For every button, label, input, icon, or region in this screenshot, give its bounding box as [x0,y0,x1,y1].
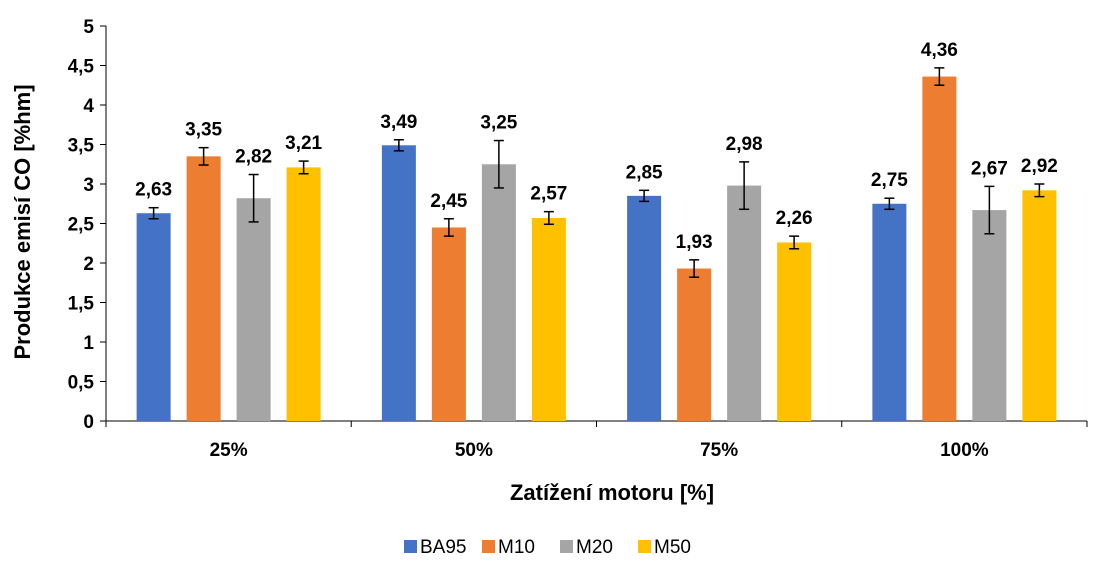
data-label: 2,26 [776,208,813,229]
y-tick-label: 4,5 [68,57,95,78]
data-label: 2,92 [1021,156,1058,177]
x-tick-label: 75% [700,440,738,461]
legend-swatch-ba95 [404,540,417,553]
y-tick-label: 5 [83,17,94,38]
y-tick-label: 2 [83,254,94,275]
y-tick-label: 2,5 [68,215,95,236]
bar-m50 [1022,190,1057,421]
data-label: 2,63 [135,180,172,201]
y-tick-label: 0 [83,412,94,433]
y-tick-label: 3,5 [68,136,95,157]
legend-label-m20: M20 [576,537,613,558]
data-label: 1,93 [676,232,713,253]
legend-swatch-m20 [560,540,573,553]
data-label: 2,98 [726,134,763,155]
y-tick-label: 3 [83,175,94,196]
y-tick-label: 0,5 [68,373,95,394]
data-label: 2,75 [871,170,908,191]
y-tick-label: 1,5 [68,294,95,315]
bar-ba95 [136,213,171,421]
bar-m10 [677,268,712,421]
data-label: 2,45 [430,191,467,212]
axes: 0 0,5 1 1,5 2 2,5 3 3,5 4 4,5 5 25% 50% 75% 100% [68,17,1088,461]
data-label: 3,25 [480,113,517,134]
bar-ba95 [627,195,662,421]
y-axis-title: Produkce emisí CO [%hm] [10,84,35,359]
x-tick-label: 100% [940,440,989,461]
data-label: 4,36 [921,40,958,61]
bar-m10 [186,156,221,421]
x-tick-label: 25% [210,440,248,461]
bars [136,67,1057,422]
legend-swatch-m50 [638,540,651,553]
bar-m20 [972,210,1007,421]
y-tick-label: 4 [83,96,94,117]
x-axis-title: Zatížení motoru [%] [510,480,714,505]
legend-swatch-m10 [482,540,495,553]
bar-m20 [236,198,271,421]
bar-ba95 [381,145,416,422]
bar-m50 [777,242,812,421]
bar-m10 [922,76,957,421]
data-label: 3,21 [285,133,322,154]
legend-label-m10: M10 [498,537,535,558]
legend-label-ba95: BA95 [420,537,466,558]
data-label: 3,35 [185,120,222,141]
legend-label-m50: M50 [654,537,691,558]
bar-m10 [431,227,466,421]
legend: BA95 M10 M20 M50 [404,537,691,558]
bar-m50 [286,167,321,421]
data-label: 2,57 [530,184,567,205]
bar-ba95 [872,203,907,421]
x-tick-label: 50% [455,440,493,461]
data-label: 3,49 [380,112,417,133]
bar-m20 [481,164,516,421]
y-tick-label: 1 [83,333,94,354]
data-label: 2,67 [971,158,1008,179]
data-label: 2,85 [626,162,663,183]
bar-m20 [727,185,762,421]
bar-m50 [531,217,566,421]
data-label: 2,82 [235,147,272,168]
data-labels: 2,63 3,35 2,82 3,21 3,49 2,45 3,25 2,57 2,85 1,93… [135,40,1058,253]
